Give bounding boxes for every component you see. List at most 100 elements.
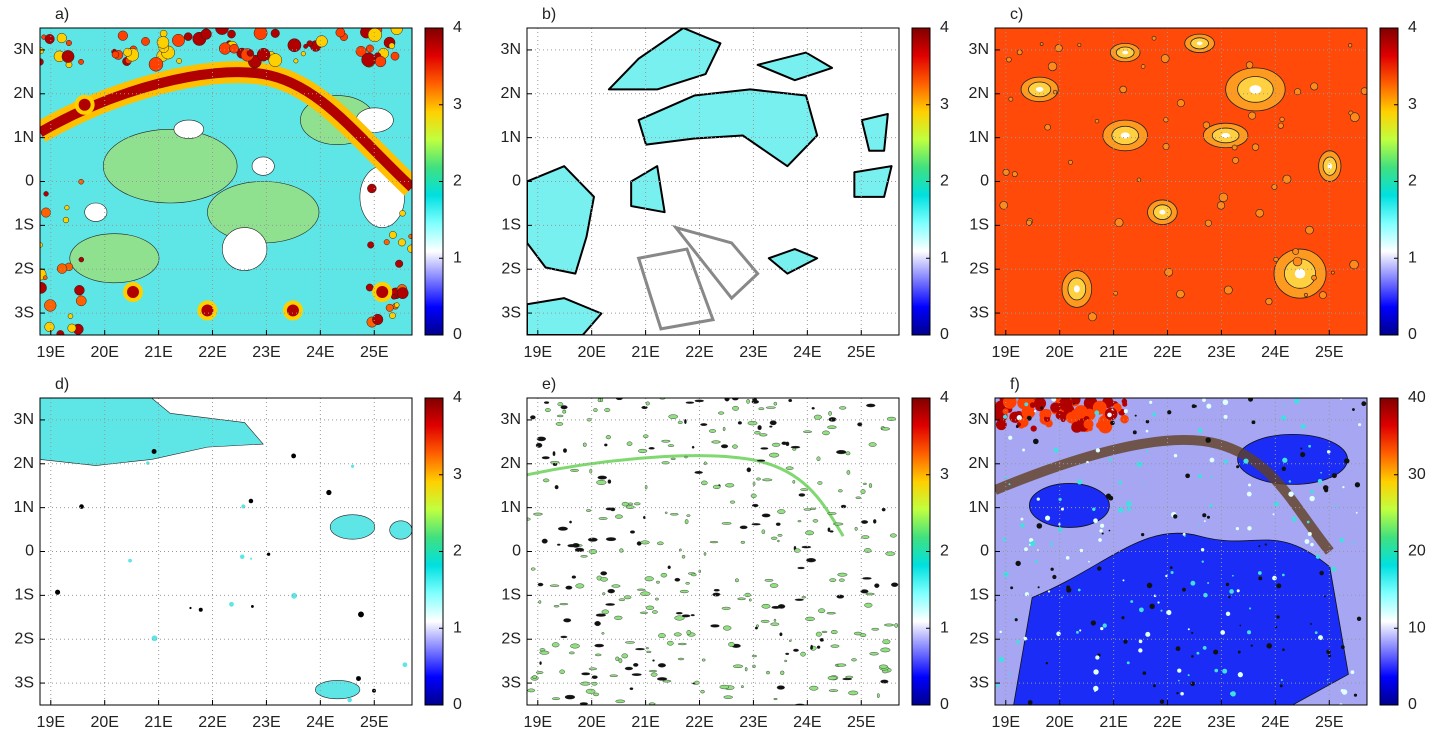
speck xyxy=(389,231,397,239)
speck xyxy=(79,504,84,509)
speck xyxy=(853,631,863,636)
speck xyxy=(625,505,635,509)
speck xyxy=(1079,548,1084,553)
patch xyxy=(69,233,160,284)
speck xyxy=(769,420,777,426)
speck xyxy=(1107,412,1112,418)
speck xyxy=(1350,112,1360,122)
speck xyxy=(1310,542,1314,547)
speck xyxy=(597,475,607,480)
speck xyxy=(830,630,838,635)
speck xyxy=(748,598,752,602)
speck xyxy=(1053,447,1059,453)
speck xyxy=(891,582,899,587)
field xyxy=(527,28,899,335)
speck xyxy=(1093,518,1098,523)
speck xyxy=(798,493,806,497)
speck xyxy=(1092,507,1096,511)
speck xyxy=(854,526,858,531)
speck xyxy=(1057,527,1063,532)
speck xyxy=(890,533,897,538)
speck xyxy=(1356,616,1362,621)
speck xyxy=(1095,655,1100,660)
speck xyxy=(541,538,548,544)
speck xyxy=(1282,648,1285,651)
speck xyxy=(183,32,193,41)
speck xyxy=(619,548,624,553)
panel-label: f) xyxy=(1010,376,1020,393)
speck xyxy=(1123,409,1128,414)
y-tick-label: 3S xyxy=(969,674,989,691)
speck xyxy=(1283,404,1286,407)
patch xyxy=(173,119,204,139)
speck xyxy=(1027,700,1033,705)
speck xyxy=(40,47,44,55)
speck xyxy=(773,618,777,622)
speck xyxy=(541,456,550,460)
speck xyxy=(1176,289,1185,299)
speck xyxy=(588,549,598,554)
x-tick-label: 24E xyxy=(1261,344,1289,361)
x-tick-label: 24E xyxy=(1261,714,1289,731)
speck xyxy=(593,692,600,697)
speck xyxy=(838,578,845,582)
speck xyxy=(398,238,406,247)
speck xyxy=(656,580,660,584)
speck xyxy=(553,605,560,608)
speck xyxy=(1288,491,1294,497)
speck xyxy=(1090,620,1096,626)
speck xyxy=(722,625,732,631)
speck xyxy=(1050,402,1061,413)
speck xyxy=(74,285,85,296)
speck xyxy=(374,55,387,68)
x-tick-label: 24E xyxy=(306,344,334,361)
speck xyxy=(1118,507,1124,513)
speck xyxy=(996,683,1000,688)
speck xyxy=(197,300,218,321)
speck xyxy=(667,565,671,570)
speck xyxy=(1309,495,1315,502)
speck xyxy=(544,408,551,412)
patch xyxy=(1120,132,1130,139)
speck xyxy=(44,299,57,312)
speck xyxy=(828,689,839,692)
speck xyxy=(633,663,639,667)
speck xyxy=(720,444,729,449)
axes-frame xyxy=(526,27,900,336)
speck xyxy=(300,51,306,57)
speck xyxy=(1177,668,1182,673)
speck xyxy=(711,440,721,444)
speck xyxy=(1036,523,1043,529)
speck xyxy=(1310,82,1319,91)
y-tick-label: 1N xyxy=(969,129,989,146)
y-tick-label: 1S xyxy=(969,587,989,604)
speck xyxy=(1016,415,1022,421)
speck xyxy=(618,658,623,664)
speck xyxy=(792,480,796,484)
patch xyxy=(102,129,238,204)
speck xyxy=(1202,121,1211,129)
speck xyxy=(1236,589,1240,593)
speck xyxy=(643,515,646,520)
speck xyxy=(639,611,648,614)
speck xyxy=(995,419,1007,431)
speck xyxy=(600,398,604,402)
speck xyxy=(1202,398,1206,402)
speck xyxy=(390,28,403,35)
speck xyxy=(1307,532,1312,537)
panel: 19E 20E 21E 22E 23E 24E 25E 3N 2N 1N 0 1S 2S 3S a) 0 1 2 3… xyxy=(14,6,462,361)
speck xyxy=(1044,123,1051,131)
speck xyxy=(1247,483,1252,487)
speck xyxy=(1247,526,1252,531)
speck xyxy=(1223,285,1233,295)
speck xyxy=(1139,607,1144,613)
speck xyxy=(1022,448,1026,452)
speck xyxy=(681,614,691,618)
speck xyxy=(1216,201,1226,210)
speck xyxy=(1348,43,1353,48)
speck xyxy=(593,408,598,412)
speck xyxy=(868,442,877,447)
y-tick-label: 3N xyxy=(969,411,989,428)
speck xyxy=(1292,256,1303,267)
speck xyxy=(399,210,406,217)
